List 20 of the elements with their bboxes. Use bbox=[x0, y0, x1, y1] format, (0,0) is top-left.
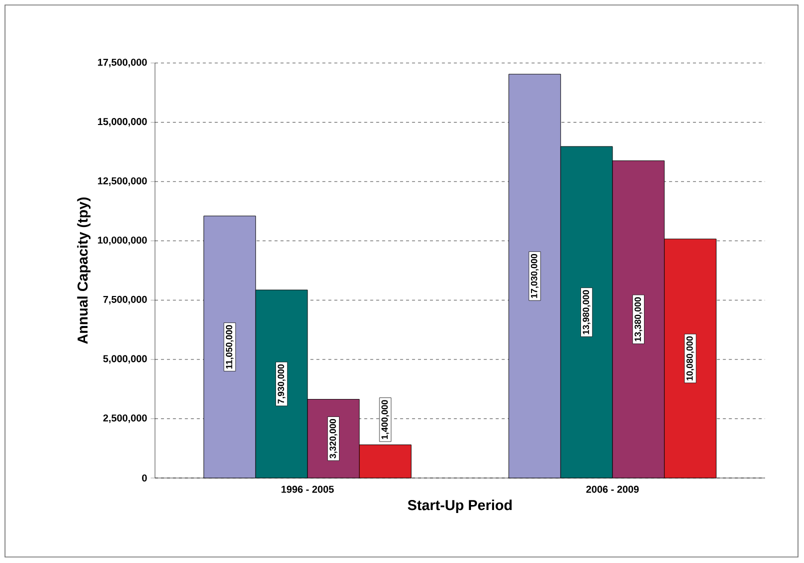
y-tick-label: 17,500,000 bbox=[98, 58, 147, 68]
data-label: 17,030,000 bbox=[530, 254, 539, 298]
y-tick-label: 2,500,000 bbox=[103, 414, 147, 423]
y-tick-label: 12,500,000 bbox=[98, 177, 147, 186]
data-label: 13,980,000 bbox=[582, 290, 590, 334]
x-axis-title: Start-Up Period bbox=[408, 500, 512, 514]
x-tick-label: 1996 - 2005 bbox=[282, 486, 334, 493]
x-tick-label: 2006 - 2009 bbox=[586, 486, 639, 493]
data-label: 10,080,000 bbox=[686, 336, 694, 380]
data-label: 1,400,000 bbox=[381, 400, 390, 440]
y-tick-label: 0 bbox=[142, 474, 147, 482]
y-axis-title: Annual Capacity (tpy) bbox=[77, 197, 91, 344]
data-label: 11,050,000 bbox=[226, 325, 234, 369]
data-label: 3,320,000 bbox=[330, 419, 338, 458]
y-tick-label: 15,000,000 bbox=[98, 118, 147, 127]
y-tick-label: 5,000,000 bbox=[103, 355, 147, 364]
y-tick-label: 10,000,000 bbox=[98, 236, 147, 246]
y-tick-label: 7,500,000 bbox=[103, 296, 147, 304]
data-label: 7,930,000 bbox=[278, 364, 286, 404]
data-label: 13,380,000 bbox=[634, 297, 642, 342]
